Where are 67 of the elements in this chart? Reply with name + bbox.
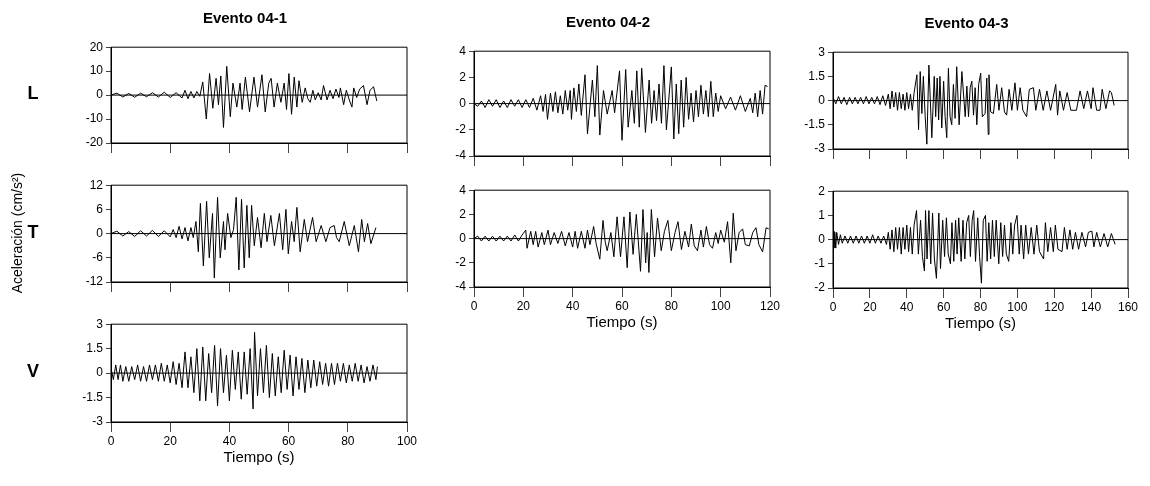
y-tick-label: 1.5: [808, 68, 826, 83]
y-tick-label: 3: [818, 44, 826, 59]
x-tick-label: 20: [863, 299, 877, 314]
text: V: [26, 361, 40, 382]
x-axis-title: Tiempo (s): [222, 448, 296, 465]
y-tick-label: -2: [455, 122, 467, 137]
y-tick-label: 2: [459, 69, 467, 84]
y-tick-label: 2: [818, 183, 826, 198]
y-tick-label: -12: [85, 274, 104, 289]
x-tick-label: 100: [1007, 299, 1028, 314]
y-tick-label: 0: [818, 231, 826, 246]
x-tick-label: 40: [900, 299, 914, 314]
x-tick-label: 0: [470, 298, 478, 313]
y-tick-label: 0: [818, 92, 826, 107]
chart-title: Evento 04-3: [923, 14, 1010, 31]
x-tick-label: 100: [396, 433, 418, 448]
text: T: [27, 221, 39, 242]
y-tick-label: 12: [89, 177, 104, 192]
x-tick-label: 120: [1044, 299, 1065, 314]
y-tick-label: 0: [459, 230, 467, 245]
y-tick-label: -20: [85, 135, 104, 150]
x-tick-label: 40: [565, 298, 580, 313]
x-tick-label: 120: [759, 298, 781, 313]
x-tick-label: 20: [163, 433, 178, 448]
y-tick-label: -2: [814, 280, 826, 295]
text: L: [26, 83, 40, 104]
y-tick-label: 4: [459, 43, 467, 58]
y-axis-title: Aceleración (cm/s²): [9, 171, 26, 295]
chart-title: Evento 04-1: [201, 9, 289, 26]
x-tick-label: 60: [615, 298, 629, 313]
x-tick-label: 60: [281, 433, 296, 448]
x-tick-label: 160: [1117, 299, 1139, 314]
y-tick-label: -10: [85, 111, 104, 126]
x-tick-label: 140: [1081, 299, 1102, 314]
y-tick-label: 0: [459, 95, 467, 110]
y-tick-label: -4: [455, 148, 467, 163]
chart-title: Evento 04-2: [564, 13, 652, 30]
y-tick-label: 6: [96, 201, 104, 216]
y-tick-label: 2: [459, 206, 467, 221]
y-tick-label: 3: [96, 316, 104, 331]
y-tick-label: 0: [96, 225, 104, 240]
x-tick-label: 60: [936, 299, 951, 314]
y-tick-label: 10: [89, 63, 104, 78]
x-tick-label: 80: [664, 298, 679, 313]
y-tick-label: -1.5: [82, 389, 104, 404]
y-tick-label: 20: [89, 39, 104, 54]
x-tick-label: 20: [516, 298, 531, 313]
x-tick-label: 80: [341, 433, 355, 448]
y-tick-label: -1: [814, 256, 826, 271]
y-tick-label: 1: [818, 207, 826, 222]
x-tick-label: 40: [222, 433, 237, 448]
y-tick-label: -1.5: [804, 117, 826, 132]
y-tick-label: 4: [459, 182, 467, 197]
x-axis-title: Tiempo (s): [585, 313, 659, 330]
x-tick-label: 80: [973, 299, 988, 314]
y-tick-label: 0: [96, 87, 104, 102]
y-tick-label: -6: [92, 250, 104, 265]
y-tick-label: 1.5: [86, 340, 104, 355]
y-tick-label: -3: [92, 414, 104, 429]
y-tick-label: -4: [455, 279, 467, 294]
x-tick-label: 100: [710, 298, 731, 313]
y-tick-label: -2: [455, 255, 467, 270]
x-axis-title: Tiempo (s): [943, 314, 1018, 331]
y-tick-label: -3: [814, 141, 826, 156]
y-tick-label: 0: [96, 365, 104, 380]
x-tick-label: 0: [829, 299, 837, 314]
x-tick-label: 0: [107, 433, 115, 448]
